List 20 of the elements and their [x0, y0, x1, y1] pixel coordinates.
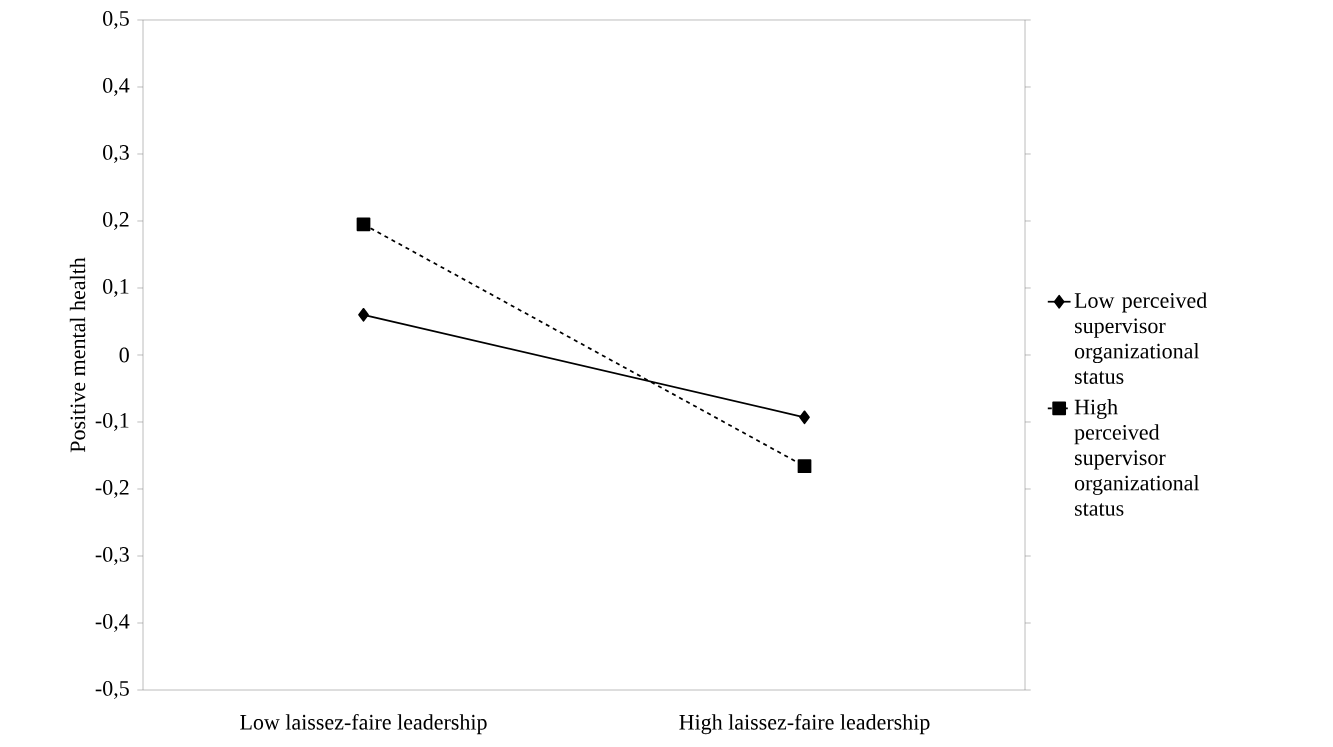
- y-tick-label: 0,4: [103, 77, 130, 97]
- y-tick-label: -0,1: [95, 412, 129, 432]
- x-tick-label: Low laissez-faire leadership: [240, 713, 487, 735]
- y-tick-label: 0: [119, 347, 129, 363]
- point: [799, 410, 810, 425]
- legend-label: Low perceived supervisor organizational status: [1074, 292, 1207, 384]
- point: [797, 459, 812, 474]
- x-tick-label: High laissez-faire leadership: [679, 713, 930, 735]
- point: [356, 217, 371, 232]
- y-axis-title: Positive mental health: [69, 257, 86, 453]
- y-tick-label: 0,3: [103, 144, 129, 164]
- point: [358, 307, 369, 322]
- y-tick-label: -0,4: [95, 613, 130, 633]
- y-tick-label: -0,5: [95, 680, 129, 700]
- y-tick-label: 0,1: [103, 278, 129, 298]
- y-tick-label: -0,2: [95, 479, 129, 499]
- legend-label: High perceived supervisor organizational status: [1074, 399, 1200, 516]
- y-tick-label: 0,2: [103, 211, 129, 231]
- y-tick-label: 0,5: [103, 10, 129, 29]
- y-tick-label: -0,3: [95, 546, 129, 566]
